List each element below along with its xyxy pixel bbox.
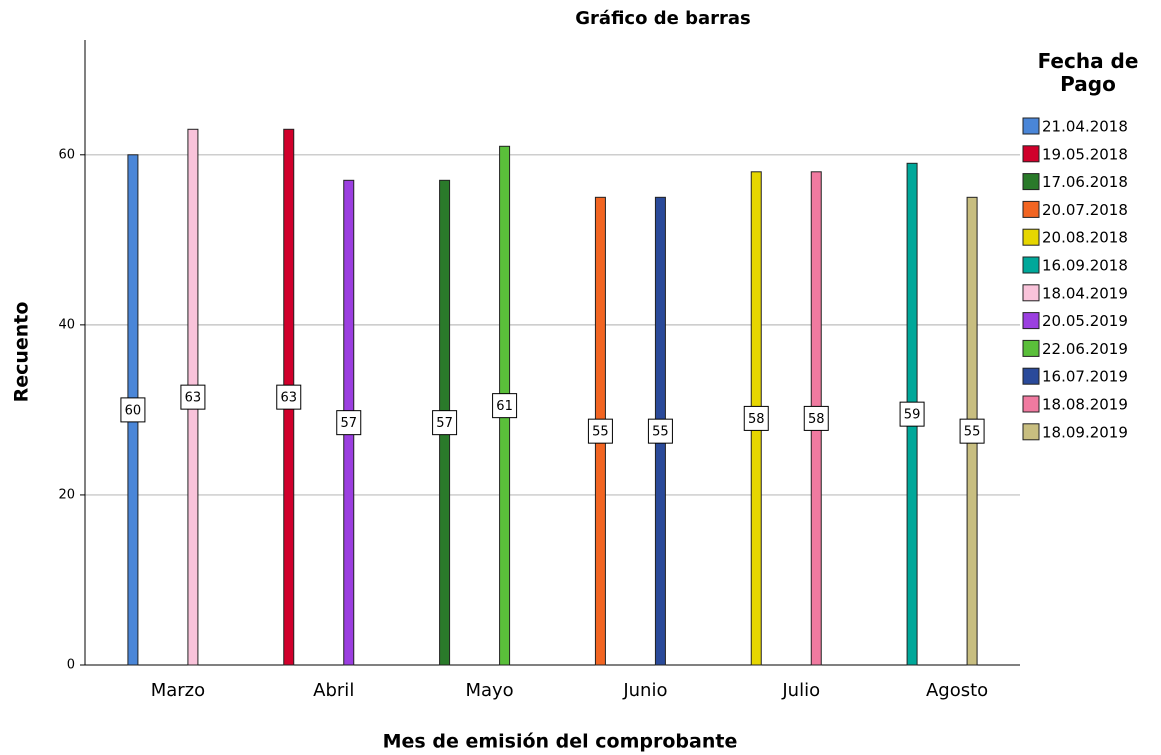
value-label: 61: [496, 399, 513, 414]
legend-label: 16.09.2018: [1042, 257, 1128, 275]
value-label: 59: [904, 408, 921, 423]
legend-label: 18.04.2019: [1042, 284, 1128, 302]
y-tick-label: 20: [58, 487, 75, 502]
legend-label: 18.08.2019: [1042, 396, 1128, 414]
legend-swatch: [1022, 228, 1040, 246]
value-label-box: [120, 397, 146, 423]
x-tick-label: Marzo: [151, 680, 205, 701]
chart-title: Gráfico de barras: [575, 8, 750, 29]
value-label-box: [336, 410, 362, 436]
value-label-box: [743, 405, 769, 431]
legend-label: 21.04.2018: [1042, 118, 1128, 136]
legend-label: 22.06.2019: [1042, 340, 1128, 358]
value-label-box: [492, 393, 518, 419]
legend-swatch: [1022, 200, 1040, 218]
value-label: 58: [808, 412, 825, 427]
x-tick-label: Abril: [313, 680, 354, 701]
legend-swatch: [1022, 339, 1040, 357]
value-label: 60: [125, 403, 142, 418]
y-tick-label: 0: [67, 658, 75, 673]
x-tick-label: Junio: [622, 680, 667, 701]
legend-label: 20.08.2018: [1042, 229, 1128, 247]
value-label: 55: [964, 425, 981, 440]
legend-swatch: [1022, 145, 1040, 163]
legend-swatch: [1022, 312, 1040, 330]
x-tick-label: Mayo: [465, 680, 513, 701]
value-label: 57: [436, 416, 453, 431]
legend-label: 19.05.2018: [1042, 145, 1128, 163]
value-label-box: [803, 405, 829, 431]
value-label-box: [899, 401, 925, 427]
value-label: 58: [748, 412, 765, 427]
value-label-box: [647, 418, 673, 444]
legend-label: 20.05.2019: [1042, 312, 1128, 330]
value-label: 63: [280, 391, 297, 406]
value-label: 55: [652, 425, 669, 440]
value-label-box: [959, 418, 985, 444]
value-label: 55: [592, 425, 609, 440]
legend-label: 17.06.2018: [1042, 173, 1128, 191]
y-tick-label: 40: [58, 317, 75, 332]
legend-swatch: [1022, 173, 1040, 191]
legend-label: 16.07.2019: [1042, 368, 1128, 386]
legend-swatch: [1022, 256, 1040, 274]
legend-swatch: [1022, 284, 1040, 302]
legend-title: Fecha de Pago: [1037, 49, 1139, 96]
x-tick-label: Agosto: [926, 680, 988, 701]
value-label: 57: [340, 416, 357, 431]
legend-swatch: [1022, 423, 1040, 441]
legend-swatch: [1022, 367, 1040, 385]
value-label-box: [180, 384, 206, 410]
legend-label: 20.07.2018: [1042, 201, 1128, 219]
legend-swatch: [1022, 395, 1040, 413]
value-label-box: [276, 384, 302, 410]
legend-swatch: [1022, 117, 1040, 135]
legend-label: 18.09.2019: [1042, 423, 1128, 441]
x-tick-label: Julio: [781, 680, 820, 701]
value-label: 63: [185, 391, 202, 406]
value-label-box: [587, 418, 613, 444]
y-axis-label: Recuento: [11, 302, 33, 403]
y-tick-label: 60: [58, 147, 75, 162]
value-label-box: [432, 410, 458, 436]
x-axis-label: Mes de emisión del comprobante: [383, 731, 738, 753]
